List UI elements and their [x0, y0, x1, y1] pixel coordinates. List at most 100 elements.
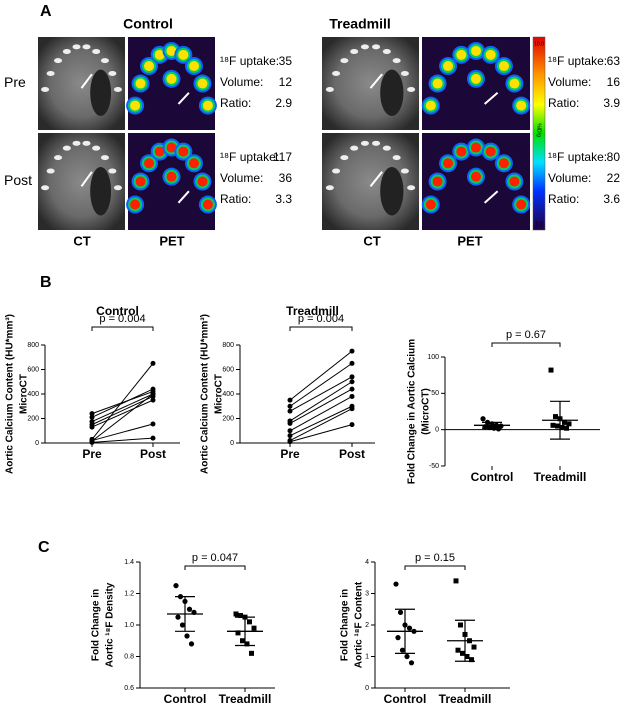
pair-line	[91, 391, 154, 415]
ct-bone	[360, 44, 369, 50]
point	[179, 622, 186, 628]
y-axis-label: Fold Change in	[91, 589, 102, 661]
chart-title: Control	[96, 304, 139, 318]
pet-blob	[178, 49, 189, 60]
pet-blob	[166, 171, 177, 182]
point	[550, 422, 556, 428]
point	[150, 386, 156, 392]
pet-blob	[432, 176, 443, 187]
ct-bone	[54, 58, 63, 64]
pair-line	[289, 350, 353, 401]
pet-blob	[143, 61, 154, 72]
arrow	[483, 190, 499, 204]
point	[349, 379, 355, 385]
point	[287, 433, 293, 439]
group-title: Control	[123, 16, 173, 32]
point	[397, 609, 404, 616]
ct-lung	[380, 166, 404, 216]
point	[406, 625, 413, 631]
pair-line	[91, 393, 154, 442]
arrow	[369, 73, 383, 89]
stat-value: 80	[607, 150, 621, 164]
ct-bone	[340, 155, 349, 161]
point	[458, 622, 463, 628]
arrow	[369, 171, 383, 187]
y-tick-label: 100	[427, 354, 439, 361]
pet-blob	[485, 49, 496, 60]
pair-line	[289, 388, 353, 424]
point	[233, 611, 239, 617]
y-tick-label: 1.4	[124, 559, 134, 566]
point	[480, 416, 486, 422]
point	[251, 625, 257, 631]
pair-line	[289, 396, 353, 432]
ct-bone	[325, 86, 334, 92]
ct-bone	[382, 145, 391, 151]
point	[249, 650, 254, 656]
y-axis-label: Aortic ¹⁸F Density	[105, 582, 116, 667]
stat-label: Ratio:	[548, 192, 579, 206]
error-bar	[395, 608, 415, 654]
bracket	[404, 565, 466, 570]
arrow	[177, 190, 190, 204]
pair-line	[91, 393, 154, 423]
point	[393, 581, 399, 587]
ct-bone	[340, 58, 349, 64]
ct-bone	[108, 70, 117, 76]
stat-label: Volume:	[220, 171, 263, 185]
image-label: CT	[73, 233, 90, 248]
ct-bone	[325, 185, 334, 191]
ct-bone	[82, 44, 91, 50]
ct-bone	[72, 140, 81, 146]
pair-line	[91, 399, 154, 428]
ct-bone	[41, 86, 50, 92]
pair-line	[289, 424, 353, 443]
error-bar	[175, 596, 195, 632]
y-tick-label: 0	[365, 685, 369, 692]
point	[495, 426, 502, 432]
pet-blob	[471, 73, 481, 84]
ct-bone	[392, 58, 401, 64]
stat-value: 63	[607, 54, 621, 68]
point	[287, 428, 293, 434]
ct-bone	[62, 145, 71, 151]
error-bar	[455, 619, 475, 662]
point	[349, 374, 355, 380]
image-label: PET	[457, 233, 482, 248]
y-axis-label: Aortic Calcium Content (HU*mm³)	[200, 314, 211, 474]
pair-line	[289, 362, 353, 407]
ct-bone	[46, 70, 55, 76]
p-value: p = 0.047	[192, 552, 238, 564]
ct-bone	[54, 155, 63, 161]
y-tick-label: 600	[27, 366, 39, 373]
x-tick-label: Pre	[280, 447, 300, 461]
x-tick-label: Post	[339, 447, 365, 461]
stat-value: 3.6	[603, 192, 620, 206]
error-bar	[235, 616, 255, 647]
ct-image	[322, 37, 419, 130]
x-tick-label: Control	[471, 470, 514, 484]
point	[287, 397, 293, 403]
point	[287, 420, 293, 426]
ct-bone	[382, 49, 391, 55]
stat-value: 22	[607, 171, 621, 185]
y-tick-label: 400	[27, 391, 39, 398]
colorbar-min: 1.0	[536, 221, 543, 227]
pet-blob	[130, 100, 141, 111]
point	[287, 439, 293, 445]
ct-bone	[350, 49, 359, 55]
ct-bone	[92, 49, 101, 55]
pair-line	[289, 405, 353, 437]
chart-title: Treadmill	[286, 304, 339, 318]
pet-blob	[130, 199, 141, 210]
arrow	[80, 171, 93, 187]
pet-blob	[166, 142, 177, 153]
point	[150, 391, 156, 397]
pair-line	[91, 395, 154, 426]
pet-blob	[471, 45, 481, 56]
y-axis-label: (MicroCT)	[421, 388, 432, 435]
arrow	[483, 92, 499, 105]
ct-bone	[113, 185, 122, 191]
pair-line	[289, 408, 353, 441]
ct-bone	[108, 168, 117, 174]
